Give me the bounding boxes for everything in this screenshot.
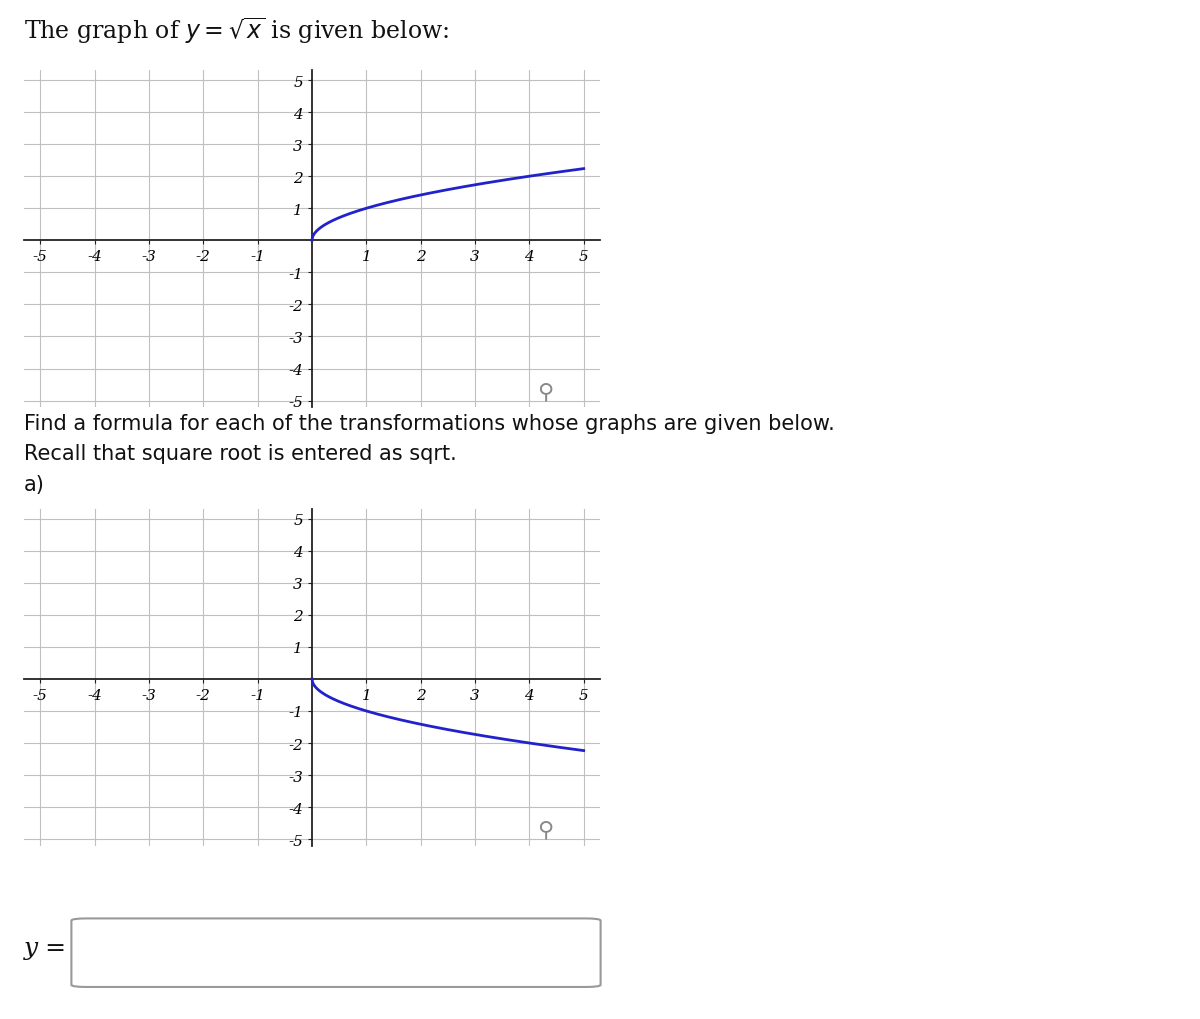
- Text: y =: y =: [24, 936, 67, 959]
- FancyBboxPatch shape: [72, 918, 601, 987]
- Text: ⚲: ⚲: [538, 819, 553, 840]
- Text: a): a): [24, 474, 44, 494]
- Text: The graph of $y = \sqrt{x}$ is given below:: The graph of $y = \sqrt{x}$ is given bel…: [24, 15, 449, 46]
- Text: Recall that square root is entered as sqrt.: Recall that square root is entered as sq…: [24, 443, 457, 464]
- Text: ⚲: ⚲: [538, 381, 553, 401]
- Text: Find a formula for each of the transformations whose graphs are given below.: Find a formula for each of the transform…: [24, 413, 835, 433]
